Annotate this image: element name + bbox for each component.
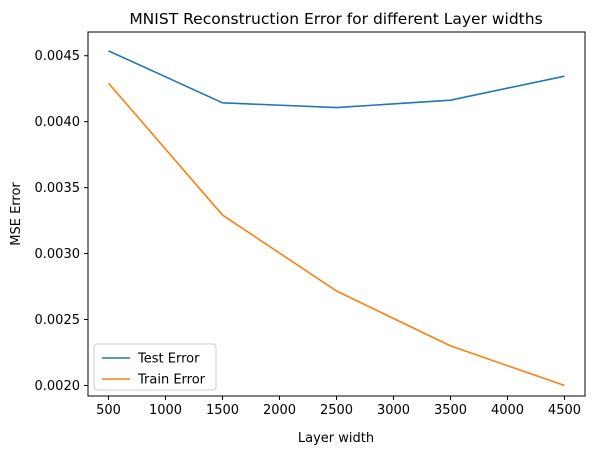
x-tick-label: 1500 <box>206 403 239 418</box>
y-axis-label: MSE Error <box>9 182 24 246</box>
x-tick-label: 2500 <box>320 403 353 418</box>
x-tick-label: 4000 <box>491 403 524 418</box>
plot-area <box>107 50 565 387</box>
chart-title: MNIST Reconstruction Error for different… <box>129 10 542 28</box>
y-tick-label: 0.0035 <box>35 181 81 196</box>
y-axis: 0.0020 0.0025 0.0030 0.0035 0.0040 0.0045 <box>35 49 88 394</box>
y-tick-label: 0.0045 <box>35 49 81 64</box>
y-tick-label: 0.0025 <box>35 313 81 328</box>
legend: Test Error Train Error <box>93 343 217 391</box>
plot-frame <box>87 31 586 397</box>
legend-label: Train Error <box>137 373 206 388</box>
legend-label: Test Error <box>137 352 200 367</box>
y-tick-label: 0.0030 <box>35 247 81 262</box>
x-tick-label: 500 <box>96 403 121 418</box>
x-tick-label: 4500 <box>548 403 581 418</box>
x-tick-label: 3500 <box>434 403 467 418</box>
x-tick-label: 1000 <box>149 403 182 418</box>
x-tick-label: 2000 <box>263 403 296 418</box>
series-line-2 <box>107 82 565 387</box>
y-tick-label: 0.0040 <box>35 115 81 130</box>
series-line-1 <box>108 50 565 109</box>
x-tick-label: 3000 <box>377 403 410 418</box>
x-axis-label: Layer width <box>298 431 374 446</box>
x-axis: 500 1000 1500 2000 2500 3000 3500 4000 4500 <box>96 396 581 418</box>
y-tick-label: 0.0020 <box>35 379 81 394</box>
